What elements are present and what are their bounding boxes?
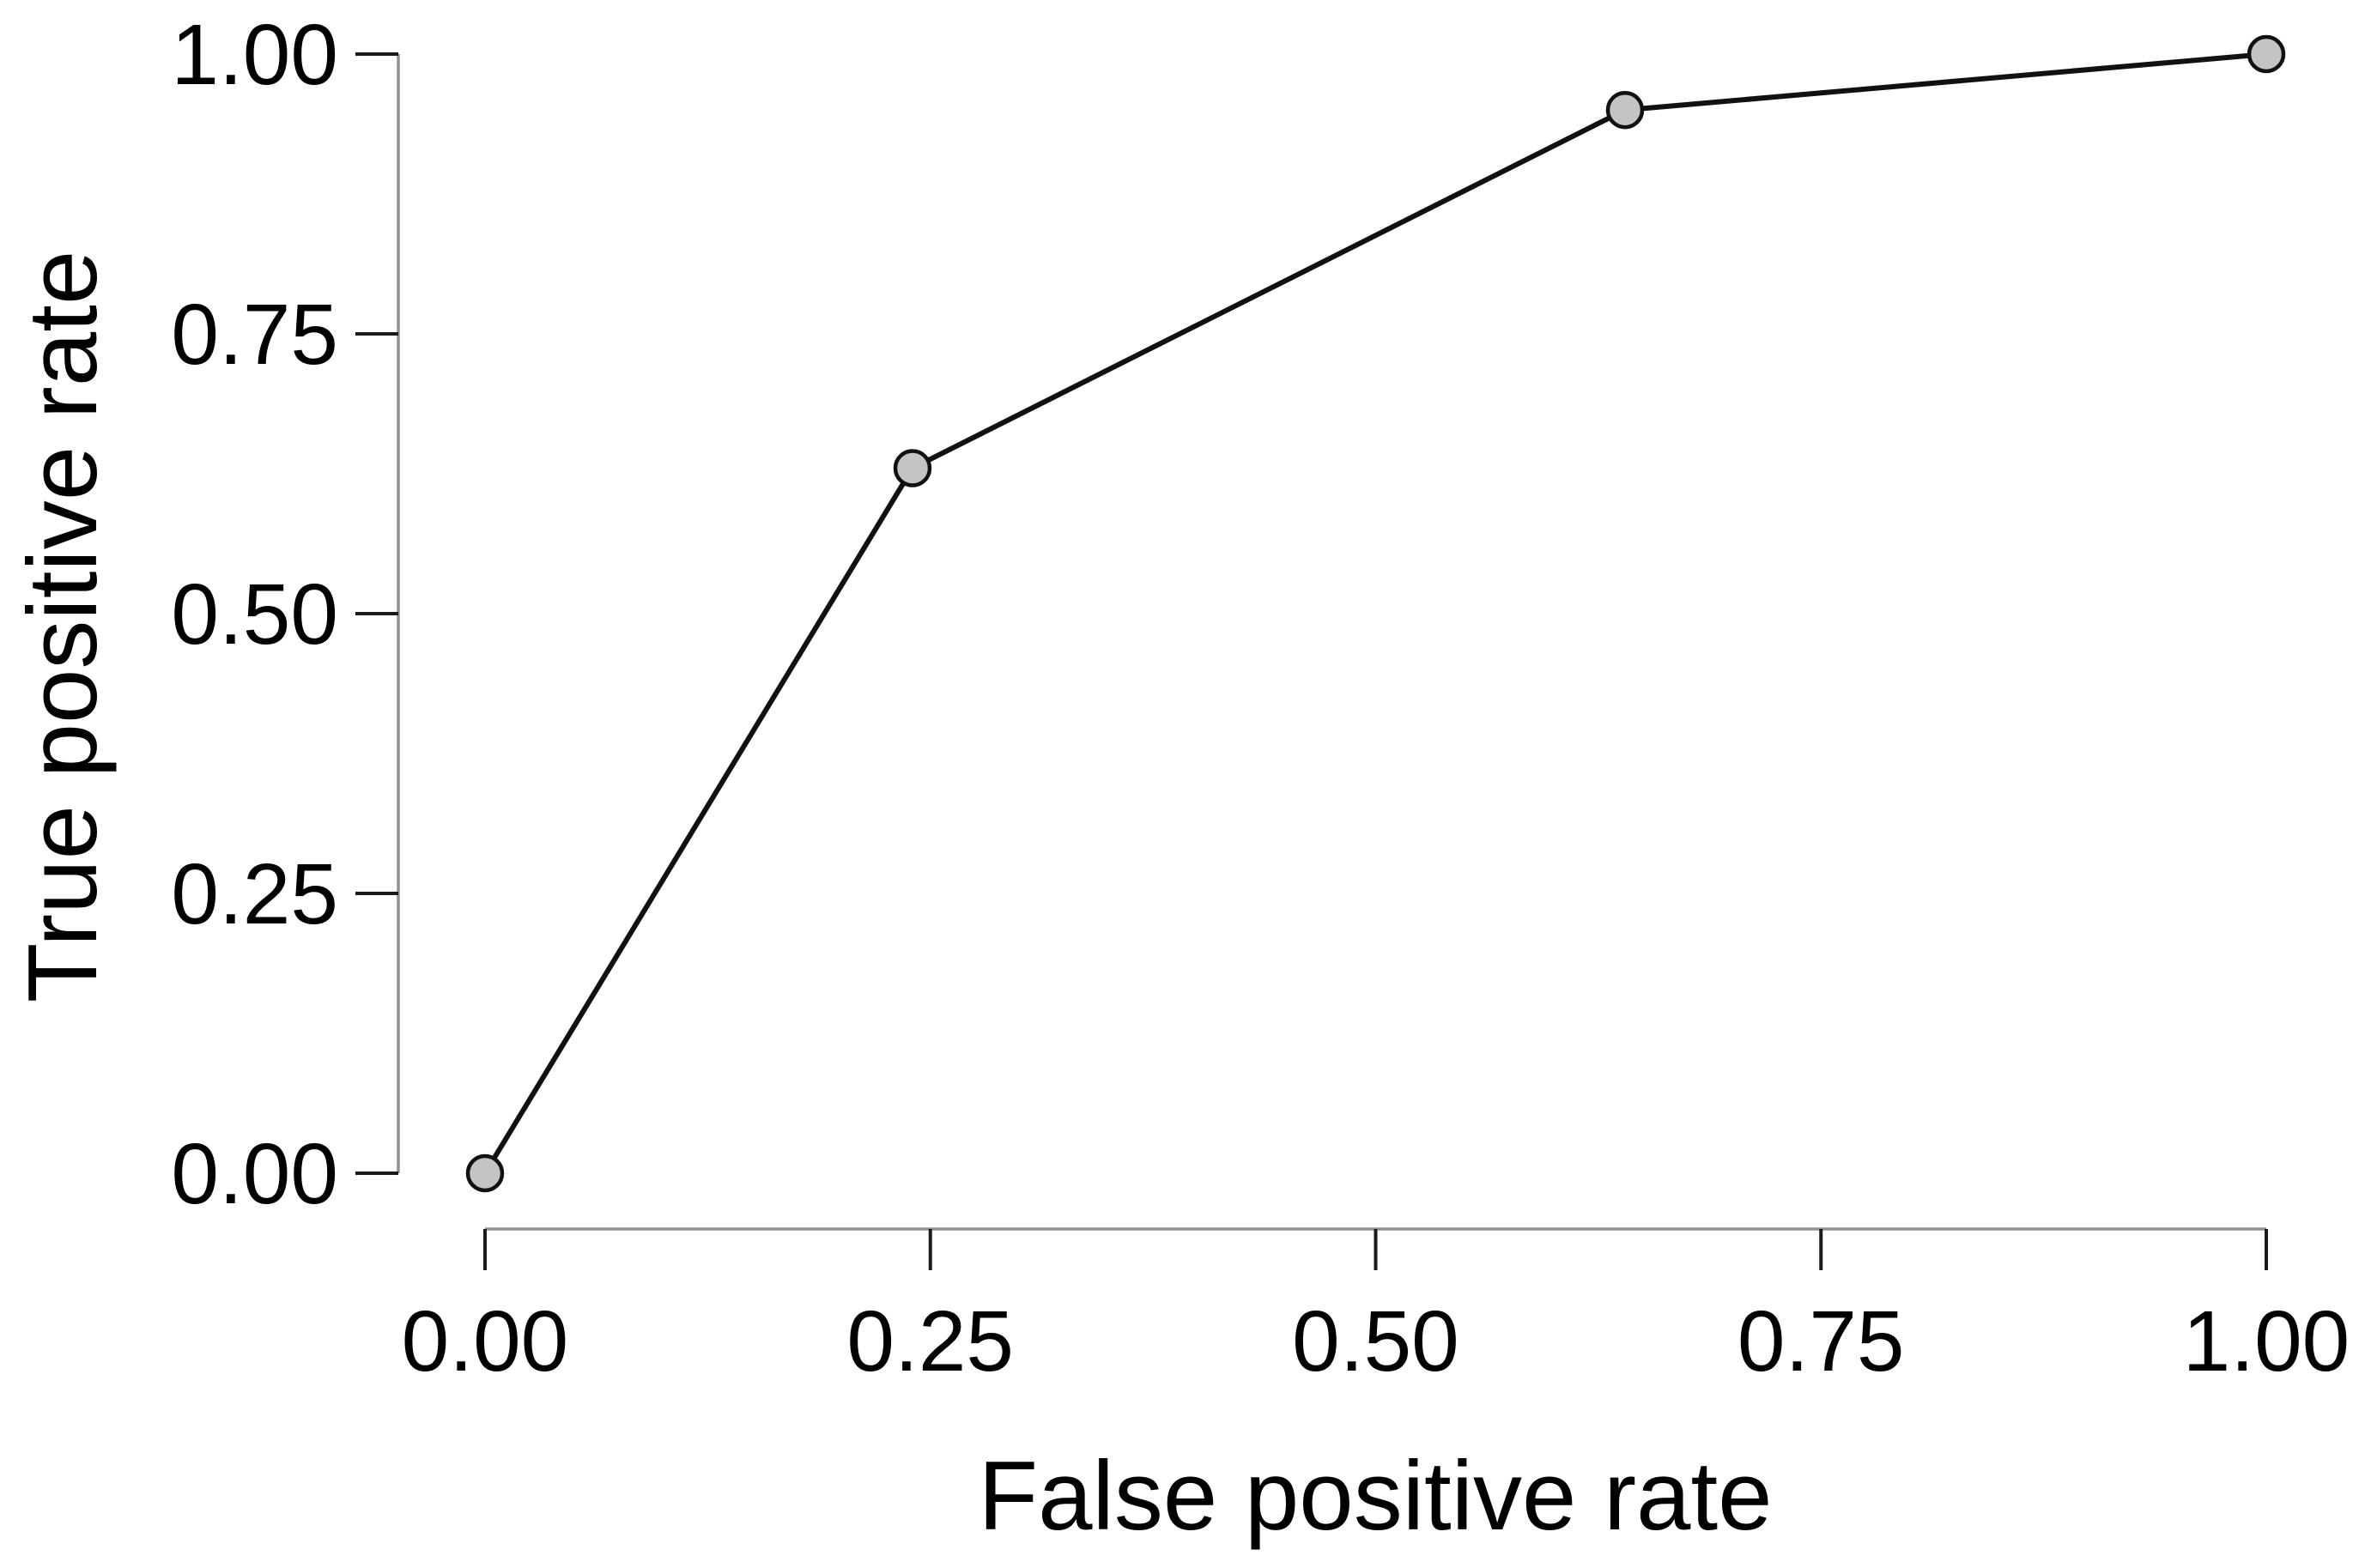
y-axis-ticks: 0.00 0.25 0.50 0.75 1.00 <box>171 7 398 1222</box>
x-tick-label: 1.00 <box>2183 1293 2350 1389</box>
y-tick-label: 0.50 <box>171 566 338 663</box>
x-tick-label: 0.25 <box>846 1293 1014 1389</box>
y-tick-label: 0.75 <box>171 287 338 383</box>
y-tick-label: 0.25 <box>171 846 338 942</box>
roc-curve-line <box>482 51 2269 1176</box>
data-point <box>893 449 932 487</box>
data-point <box>465 1153 505 1193</box>
axis-lines <box>397 54 2266 1231</box>
x-tick-label: 0.50 <box>1292 1293 1459 1389</box>
data-series <box>465 34 2286 1193</box>
x-tick-label: 0.75 <box>1737 1293 1905 1389</box>
x-axis-title: False positive rate <box>978 1442 1772 1551</box>
y-tick-label: 1.00 <box>171 7 338 103</box>
y-axis-title: True positive rate <box>9 251 118 1003</box>
x-tick-label: 0.00 <box>402 1293 569 1389</box>
x-axis-ticks: 0.00 0.25 0.50 0.75 1.00 <box>402 1229 2350 1389</box>
y-tick-label: 0.00 <box>171 1126 338 1222</box>
data-point <box>1605 90 1645 130</box>
data-point <box>2247 34 2286 74</box>
